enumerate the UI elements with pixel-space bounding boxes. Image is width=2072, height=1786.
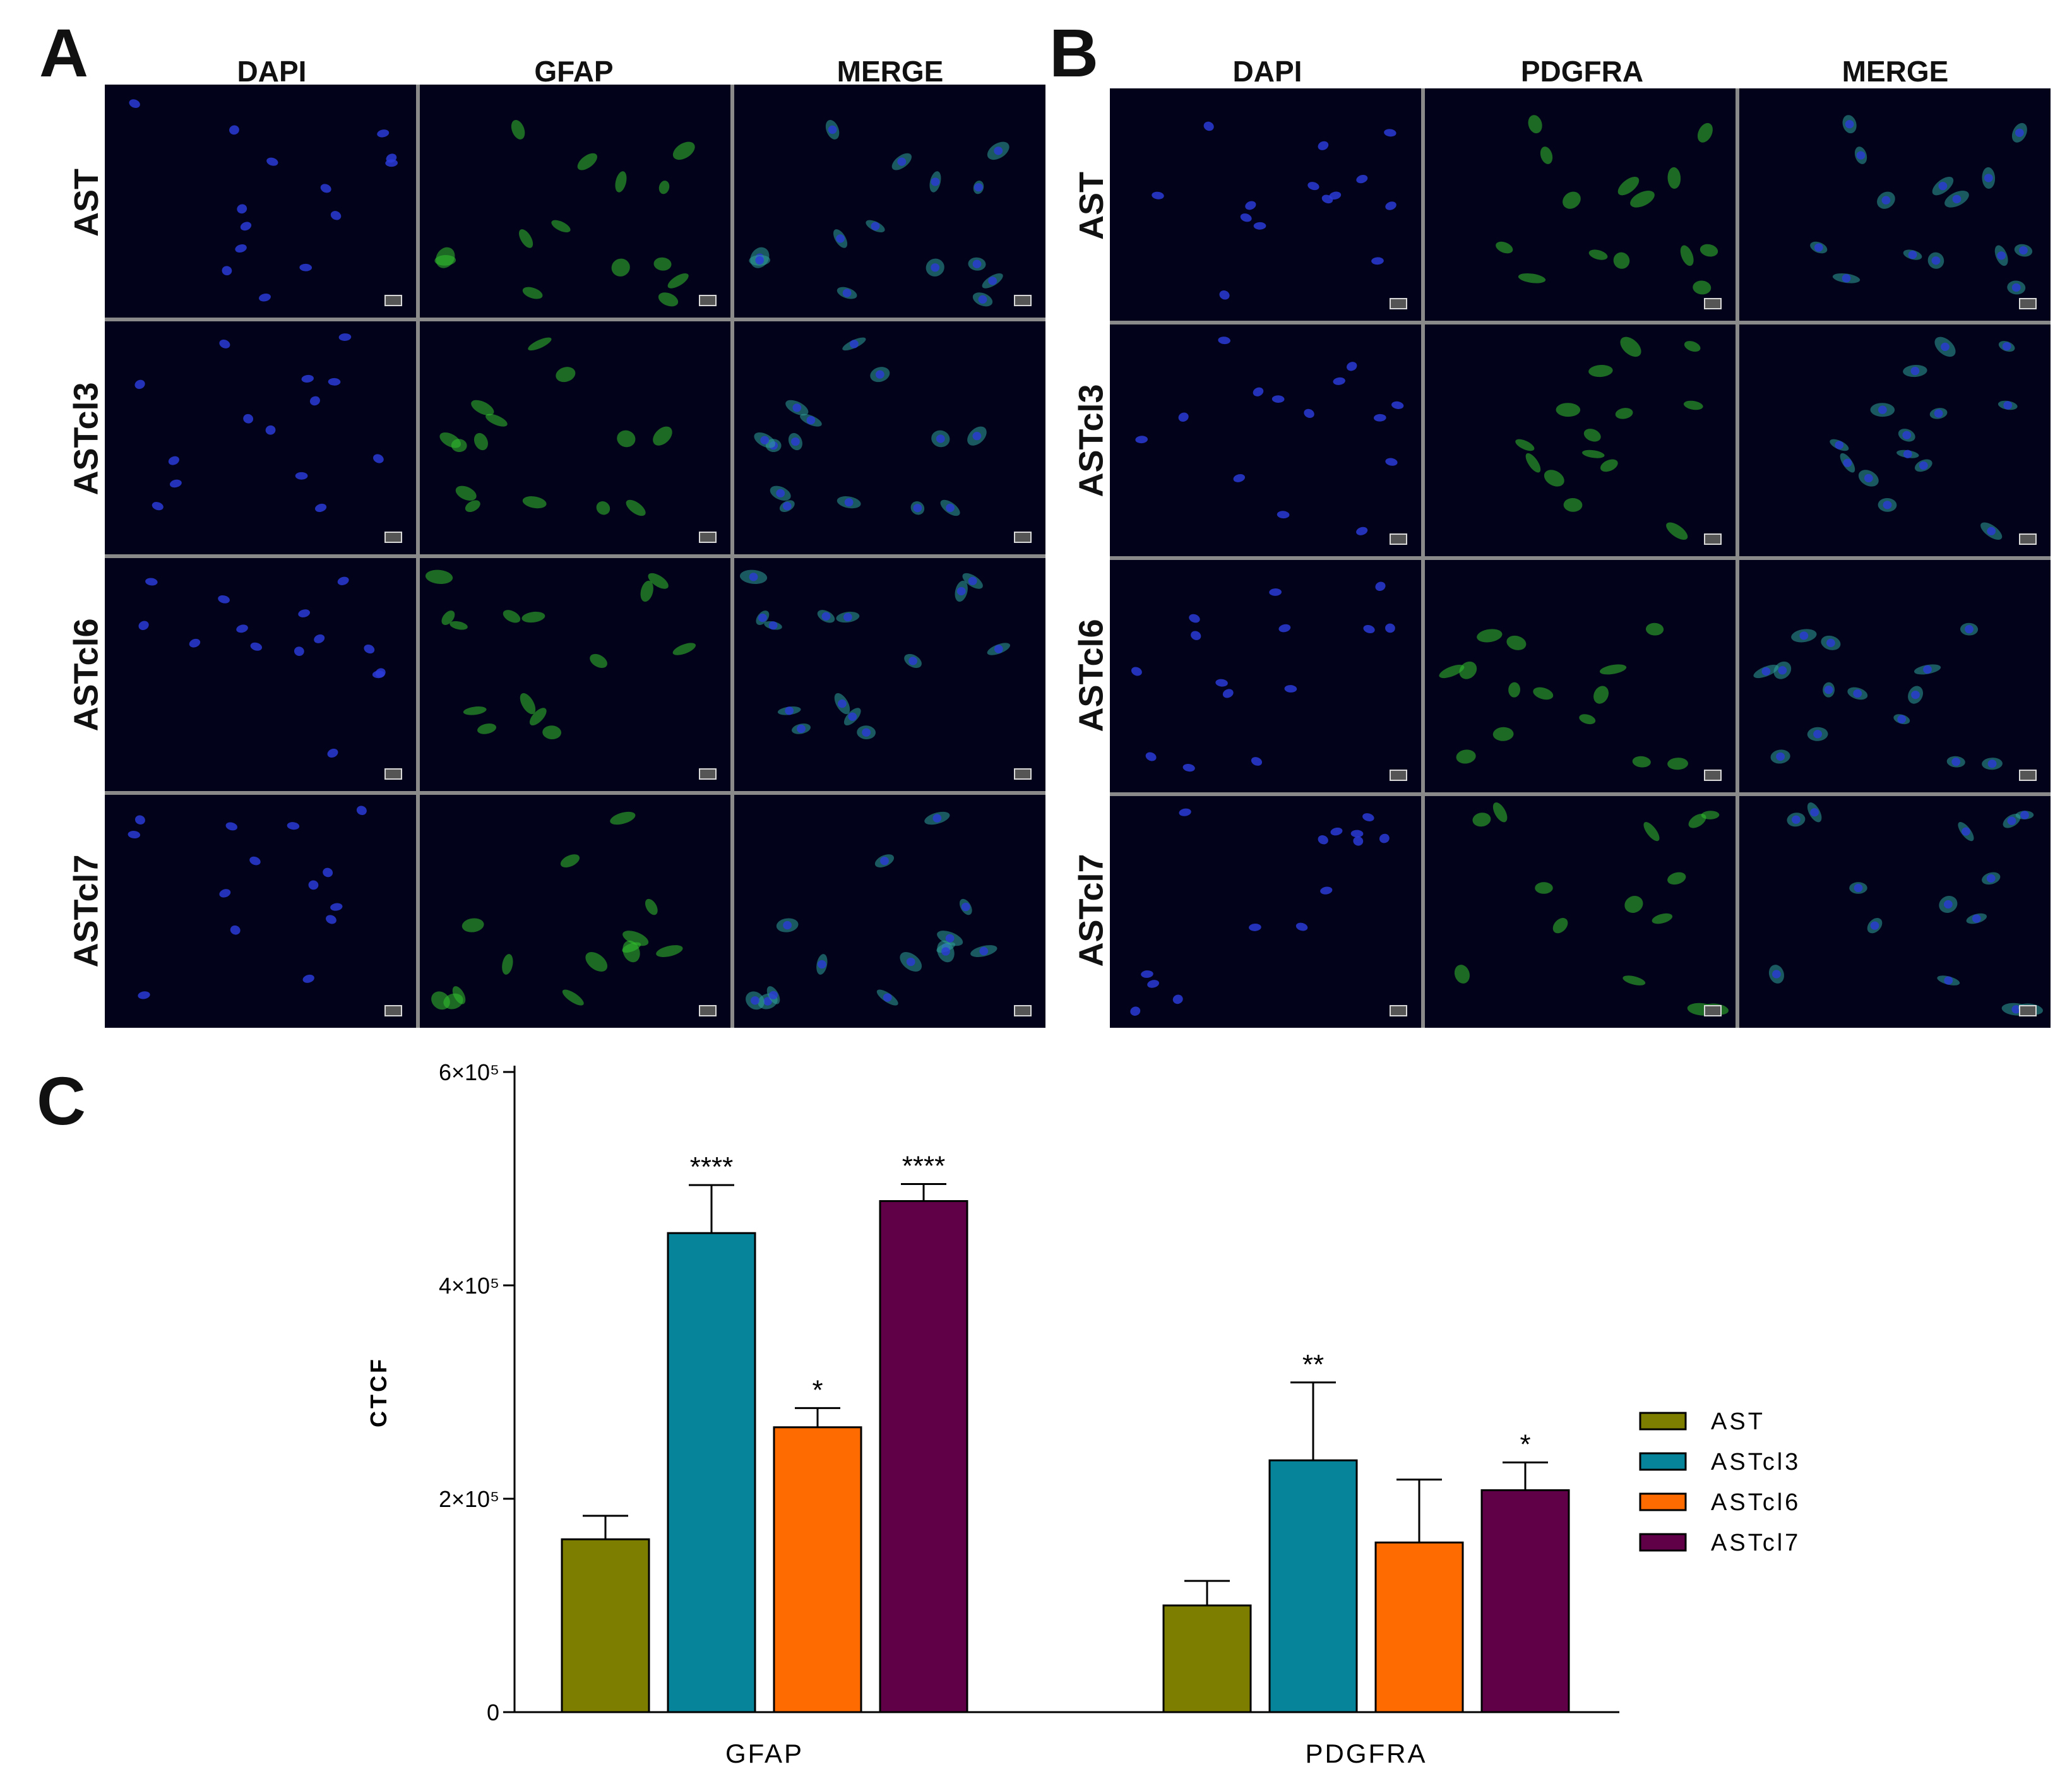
panel-b-micrograph-grid [1110, 88, 2051, 1028]
panel-a-image-astcl6-merge [734, 558, 1045, 791]
panel-a-row-ast: AST [68, 169, 105, 237]
panel-a-image-astcl3-dapi [105, 321, 416, 554]
scale-bar [1013, 532, 1032, 543]
panel-b-letter: B [1049, 15, 1099, 91]
significance-label: * [812, 1374, 823, 1405]
legend-swatch [1639, 1492, 1687, 1511]
scale-bar [1013, 295, 1032, 306]
x-category-label-gfap: GFAP [725, 1739, 804, 1768]
scale-bar [1389, 533, 1407, 545]
significance-label: * [1520, 1429, 1530, 1460]
panel-a-col-dapi: DAPI [237, 55, 307, 88]
bar-gfap-astcl6 [773, 1426, 862, 1713]
panel-a-image-ast-gfap [419, 85, 731, 318]
scale-bar [699, 1005, 717, 1016]
panel-a-image-astcl6-gfap [419, 558, 731, 791]
scale-bar [1704, 769, 1722, 781]
scale-bar [1013, 768, 1032, 780]
legend-label: ASTcl3 [1711, 1449, 1801, 1475]
ctcf-bar-chart: 02×10⁵4×10⁵6×10⁵CTCF*********GFAP***PDGF… [366, 1059, 1801, 1768]
panel-b-row-astcl3: ASTcl3 [1073, 384, 1110, 497]
panel-b-image-astcl6-dapi [1110, 560, 1421, 792]
scale-bar [1704, 1005, 1722, 1016]
panel-b-col-merge: MERGE [1842, 55, 1949, 88]
panel-b-image-astcl7-merge [1739, 795, 2051, 1028]
panel-a-image-astcl3-merge [734, 321, 1045, 554]
panel-a-image-astcl6-dapi [105, 558, 416, 791]
panel-b-row-astcl6: ASTcl6 [1073, 619, 1110, 732]
scale-bar [1389, 1005, 1407, 1016]
y-tick-label: 0 [487, 1700, 499, 1725]
panel-a-col-merge: MERGE [837, 55, 944, 88]
scale-bar [384, 768, 402, 780]
legend-swatch [1639, 1452, 1687, 1471]
scale-bar [1389, 769, 1407, 781]
panel-a-row-astcl6: ASTcl6 [68, 618, 105, 732]
panel-a-image-astcl7-merge [734, 795, 1045, 1028]
bar-pdgfra-astcl3 [1268, 1459, 1358, 1713]
panel-a-image-astcl7-dapi [105, 795, 416, 1028]
scale-bar [384, 1005, 402, 1016]
significance-label: ** [1302, 1349, 1324, 1380]
significance-label: **** [902, 1150, 946, 1181]
scale-bar [699, 532, 717, 543]
legend-label: AST [1711, 1408, 1765, 1435]
panel-a-image-astcl3-gfap [419, 321, 731, 554]
legend-label: ASTcl7 [1711, 1530, 1801, 1556]
panel-b-col-dapi: DAPI [1232, 55, 1302, 88]
legend-swatch [1639, 1533, 1687, 1552]
bar-pdgfra-ast [1162, 1604, 1252, 1713]
y-tick-label: 6×10⁵ [439, 1059, 499, 1085]
panel-a-letter: A [39, 15, 88, 91]
panel-a-col-gfap: GFAP [534, 55, 614, 88]
panel-b-row-ast: AST [1073, 172, 1110, 240]
scale-bar [2018, 769, 2037, 781]
bar-gfap-ast [561, 1538, 650, 1713]
legend-swatch [1639, 1412, 1687, 1431]
panel-b-image-astcl6-pdgfra [1424, 560, 1736, 792]
scale-bar [2018, 1005, 2037, 1016]
x-category-label-pdgfra: PDGFRA [1305, 1739, 1427, 1768]
panel-b-image-astcl7-pdgfra [1424, 795, 1736, 1028]
y-tick-label: 2×10⁵ [439, 1486, 499, 1512]
scale-bar [1013, 1005, 1032, 1016]
panel-a-row-astcl7: ASTcl7 [68, 854, 105, 968]
panel-a-image-ast-merge [734, 85, 1045, 318]
bar-pdgfra-astcl7 [1480, 1489, 1570, 1713]
panel-b-image-astcl3-dapi [1110, 324, 1421, 556]
panel-b-col-pdgfra: PDGFRA [1520, 55, 1644, 88]
scale-bar [1704, 533, 1722, 545]
panel-a-micrograph-grid [105, 85, 1045, 1028]
bar-pdgfra-astcl6 [1374, 1541, 1464, 1713]
panel-a-image-ast-dapi [105, 85, 416, 318]
scale-bar [384, 532, 402, 543]
scale-bar [1704, 297, 1722, 309]
panel-c-letter: C [37, 1063, 86, 1139]
scale-bar [2018, 533, 2037, 545]
panel-b-row-astcl7: ASTcl7 [1073, 854, 1110, 967]
panel-b-image-astcl7-dapi [1110, 795, 1421, 1028]
panel-a-image-astcl7-gfap [419, 795, 731, 1028]
panel-a-row-astcl3: ASTcl3 [68, 382, 105, 496]
panel-b-image-ast-merge [1739, 88, 2051, 321]
panel-b-image-ast-dapi [1110, 88, 1421, 321]
panel-b-image-ast-pdgfra [1424, 88, 1736, 321]
scale-bar [2018, 297, 2037, 309]
panel-b-image-astcl3-pdgfra [1424, 324, 1736, 556]
panel-b-image-astcl6-merge [1739, 560, 2051, 792]
y-tick-label: 4×10⁵ [439, 1273, 499, 1299]
scale-bar [384, 295, 402, 306]
significance-label: **** [690, 1152, 734, 1182]
scale-bar [699, 768, 717, 780]
scale-bar [1389, 297, 1407, 309]
scale-bar [699, 295, 717, 306]
panel-b-image-astcl3-merge [1739, 324, 2051, 556]
legend-label: ASTcl6 [1711, 1489, 1801, 1516]
bar-gfap-astcl3 [667, 1232, 756, 1713]
y-axis-label: CTCF [366, 1357, 391, 1427]
bar-gfap-astcl7 [879, 1200, 968, 1713]
